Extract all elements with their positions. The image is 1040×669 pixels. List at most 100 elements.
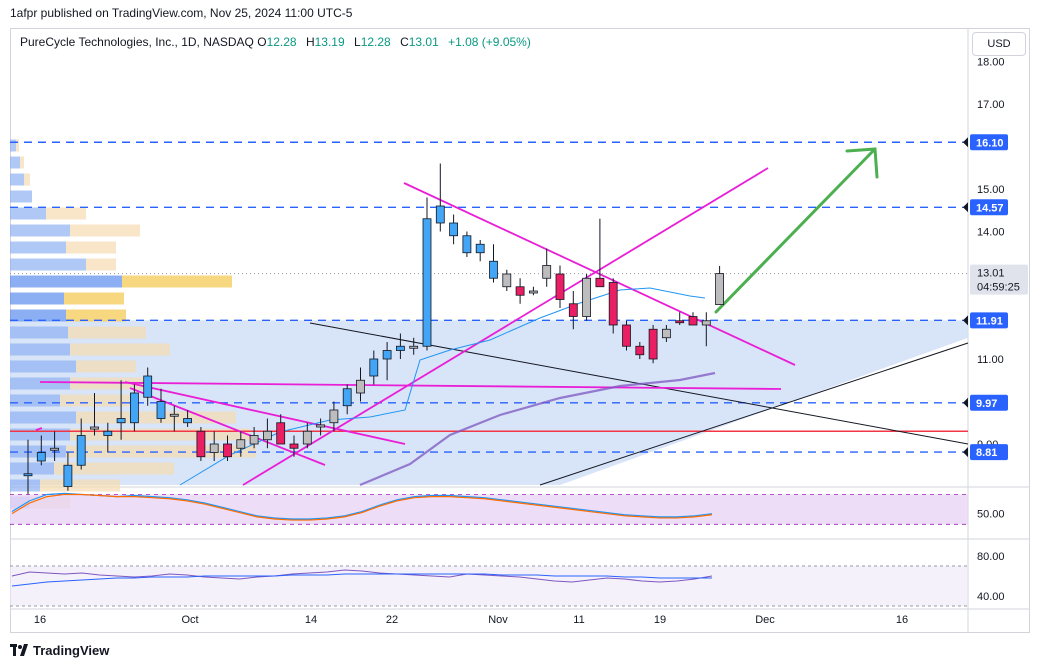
candle-body (169, 413, 179, 417)
candle-body (395, 345, 405, 351)
publisher-caption: 1afpr published on TradingView.com, Nov … (10, 6, 353, 20)
volume-profile-bar (10, 224, 70, 237)
candle-body (595, 277, 605, 288)
price-axis-tick: 17.00 (977, 99, 1005, 111)
candle-body (276, 422, 286, 445)
volume-profile-bar (10, 258, 86, 271)
level-marker-icon (963, 447, 968, 458)
slow-moving-average (359, 371, 716, 487)
candle-body (342, 388, 352, 407)
target-arrow (714, 149, 875, 314)
candle-body (103, 430, 113, 436)
level-label-box (970, 134, 1008, 151)
symbol-legend: PureCycle Technologies, Inc., 1D, NASDAQ… (20, 35, 537, 49)
candle-body (90, 426, 99, 430)
volume-profile-bar (10, 139, 16, 152)
rsi-band (10, 566, 968, 606)
candle-body (529, 290, 538, 294)
level-label: 11.91 (976, 315, 1003, 327)
candle-body (196, 430, 206, 458)
trend-line-up (539, 342, 969, 486)
symbol-name[interactable]: PureCycle Technologies, Inc., 1D, NASDAQ (20, 35, 254, 49)
candle-body (63, 464, 73, 487)
volume-profile-bar (70, 224, 140, 237)
volume-profile-bar (70, 428, 250, 441)
volume-profile-bar (24, 173, 30, 186)
pink-horizontal-line (39, 381, 782, 390)
level-label-box (970, 199, 1008, 216)
volume-profile-bar (76, 360, 136, 373)
candle-body (369, 358, 379, 377)
volume-profile-bar (10, 462, 54, 475)
last-price-box (970, 264, 1028, 295)
pink-wedge-line (242, 167, 769, 486)
volume-profile-bar (64, 292, 124, 305)
candle-body (715, 273, 724, 306)
fast-moving-average (179, 287, 706, 486)
volume-profile-bar (10, 156, 20, 169)
candle-body (356, 379, 365, 394)
candle-body (648, 328, 658, 360)
candle-body (435, 205, 445, 224)
oscillator-line (11, 492, 713, 520)
time-axis-tick: 11 (573, 614, 584, 626)
volume-profile-bar (10, 360, 76, 373)
high-value: 13.19 (314, 35, 345, 49)
volume-profile-bar (10, 479, 40, 492)
volume-profile-bar (10, 394, 60, 407)
volume-profile-bar (10, 190, 32, 203)
candle-body (475, 243, 485, 254)
close-label: C (400, 35, 409, 49)
candle-body (382, 350, 392, 360)
candle-body (542, 265, 552, 279)
price-axis-tick: 11.00 (977, 354, 1004, 366)
time-axis-tick: Nov (488, 614, 508, 626)
volume-profile-bar (10, 292, 64, 305)
level-label-box (970, 444, 1008, 461)
currency-button[interactable]: USD (972, 32, 1026, 56)
volume-profile-bar (66, 445, 256, 458)
volume-profile-bar (20, 156, 24, 169)
time-axis-tick: Oct (181, 614, 198, 626)
candle-body (249, 435, 259, 445)
price-axis-tick: 15.00 (977, 184, 1005, 196)
level-marker-icon (963, 397, 968, 408)
candle-body (116, 418, 126, 424)
candle-body (223, 443, 232, 458)
candle-body (156, 401, 166, 419)
brand-label: TradingView (33, 643, 110, 658)
rsi-axis-tick: 80.00 (977, 551, 1005, 563)
candle-body (422, 218, 432, 347)
candle-body (143, 375, 153, 398)
candle-body (316, 424, 326, 428)
candle-body (462, 235, 472, 254)
volume-profile-bar (76, 411, 236, 424)
rsi-line (11, 573, 712, 587)
tradingview-brand: TradingView (10, 643, 109, 658)
volume-profile-bar (10, 428, 70, 441)
time-axis-tick: 16 (34, 614, 46, 626)
rsi-axis-tick: 40.00 (977, 591, 1005, 603)
price-axis-tick: 18.00 (977, 57, 1005, 69)
candle-body (329, 409, 339, 424)
volume-profile-bar (10, 411, 76, 424)
time-axis-tick: 16 (896, 614, 908, 626)
volume-profile-bar (70, 343, 170, 356)
candle-body (635, 345, 645, 356)
volume-profile-bar (66, 309, 126, 322)
volume-profile-bar (40, 479, 120, 492)
candle-body (688, 316, 698, 326)
candle-body (302, 430, 312, 445)
level-label: 8.81 (976, 447, 997, 459)
last-price-countdown: 04:59:25 (977, 282, 1020, 294)
candle-body (183, 418, 193, 424)
time-axis-tick: 14 (305, 614, 317, 626)
candle-body (568, 303, 578, 317)
candle-body (129, 392, 139, 424)
candle-body (608, 282, 618, 326)
volume-profile-bar (46, 207, 86, 220)
level-marker-icon (963, 315, 968, 326)
open-value: 12.28 (266, 35, 297, 49)
candle-body (502, 273, 512, 288)
